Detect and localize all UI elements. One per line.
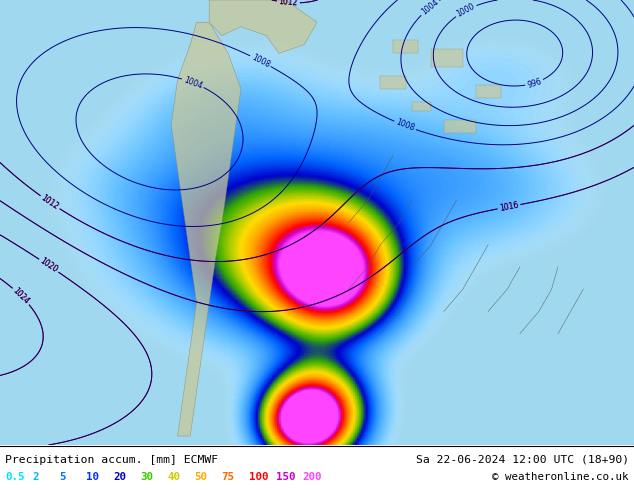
Text: 5: 5 [59,472,66,482]
Text: 1016: 1016 [498,200,519,213]
Bar [393,40,418,53]
Text: 996: 996 [526,76,543,90]
Text: 1008: 1008 [250,52,271,70]
Text: 200: 200 [302,472,322,482]
Text: Precipitation accum. [mm] ECMWF: Precipitation accum. [mm] ECMWF [5,455,218,465]
Text: 40: 40 [167,472,181,482]
Text: 10: 10 [86,472,100,482]
Text: 1020: 1020 [38,257,59,275]
Text: 1004: 1004 [420,0,440,17]
Text: 1020: 1020 [38,257,59,275]
Text: 30: 30 [140,472,153,482]
Text: 1004: 1004 [183,75,204,91]
Bar [431,49,463,67]
Text: 0.5: 0.5 [5,472,25,482]
Text: 1024: 1024 [11,286,31,306]
Text: 2: 2 [32,472,39,482]
Polygon shape [171,22,241,436]
Text: 1012: 1012 [39,193,60,212]
Bar [476,85,501,98]
Text: 1016: 1016 [498,200,519,213]
Text: 1012: 1012 [278,0,298,8]
Text: 1008: 1008 [394,118,416,133]
Bar [412,102,431,111]
Text: © weatheronline.co.uk: © weatheronline.co.uk [493,472,629,482]
Bar [444,120,476,133]
Text: 20: 20 [113,472,126,482]
Text: 50: 50 [195,472,207,482]
Text: 1012: 1012 [39,193,60,212]
Text: 100: 100 [249,472,268,482]
Text: 75: 75 [221,472,235,482]
Text: 1024: 1024 [11,286,31,306]
Text: Sa 22-06-2024 12:00 UTC (18+90): Sa 22-06-2024 12:00 UTC (18+90) [416,455,629,465]
Polygon shape [209,0,317,53]
Text: 1000: 1000 [455,2,477,19]
Text: 150: 150 [276,472,295,482]
Bar [380,75,406,89]
Text: 1012: 1012 [278,0,298,8]
